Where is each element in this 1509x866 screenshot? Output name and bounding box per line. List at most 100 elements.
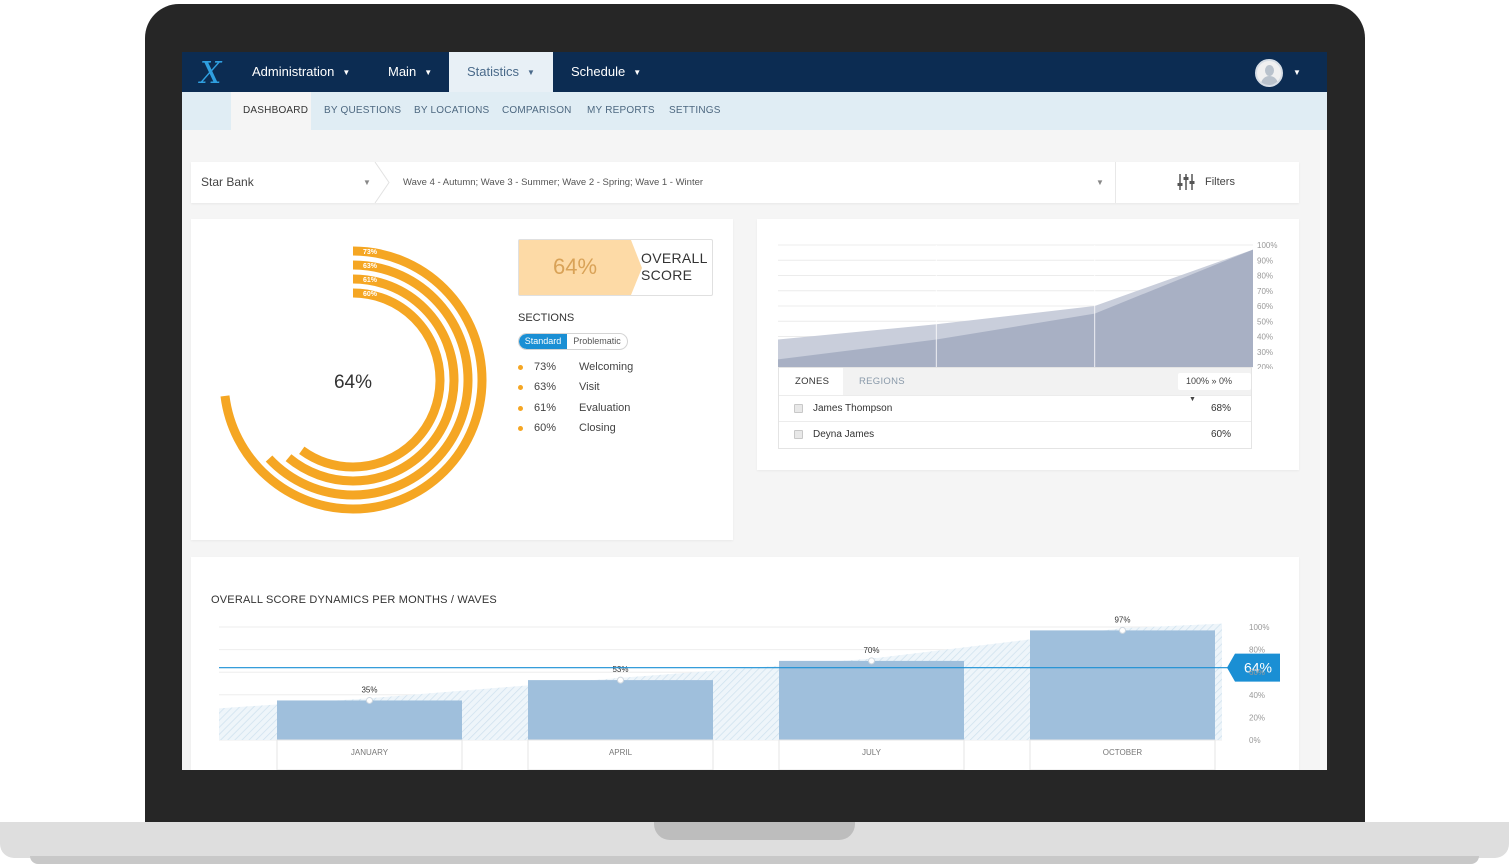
nav-item-label: Schedule (571, 64, 626, 79)
overall-score-value-box (519, 240, 631, 295)
trend-area (219, 623, 1222, 740)
bank-select[interactable]: Star Bank ▼ (191, 162, 379, 203)
zone-name: James Thompson (813, 403, 893, 414)
y-tick-label: 90% (1257, 256, 1273, 265)
zone-checkbox[interactable] (794, 430, 803, 439)
zone-name: Deyna James (813, 429, 875, 440)
range-dropdown[interactable]: 100% » 0% ▼ (1178, 373, 1251, 403)
bar[interactable] (528, 680, 713, 740)
y-tick-label: 100% (1249, 623, 1269, 632)
x-tick-label: OCTOBER (1103, 748, 1143, 757)
wave-select[interactable]: Wave 4 - Autumn; Wave 3 - Summer; Wave 2… (386, 162, 1114, 203)
area-series-front (778, 249, 1253, 367)
tab-regions[interactable]: REGIONS (843, 368, 921, 395)
section-name: Closing (579, 422, 616, 434)
avatar-body (1261, 76, 1278, 85)
x-tick-label: APRIL (609, 748, 633, 757)
tab-comparison[interactable]: COMPARISON (502, 105, 572, 116)
tab-dashboard[interactable]: DASHBOARD (231, 92, 311, 130)
bar-value-label: 70% (863, 646, 879, 655)
sub-navigation: DASHBOARD BY QUESTIONS BY LOCATIONS COMP… (182, 92, 1327, 130)
section-ring-label: 61% (363, 277, 378, 284)
y-tick-label: 20% (1249, 713, 1265, 722)
bar[interactable] (779, 660, 964, 740)
nav-item-label: Administration (252, 64, 335, 79)
user-menu-chevron-icon[interactable]: ▼ (1293, 68, 1301, 77)
sliders-icon (1177, 174, 1195, 190)
section-ring (233, 260, 473, 500)
zone-row[interactable]: Deyna James 60% (779, 421, 1251, 447)
chevron-down-icon: ▼ (1096, 178, 1104, 187)
zones-panel: ZONES REGIONS 100% » 0% ▼ James Thompson… (778, 367, 1252, 449)
category-cell (1029, 739, 1216, 770)
y-tick-label: 50% (1257, 317, 1273, 326)
y-tick-label: 70% (1257, 287, 1273, 296)
radial-center-value: 64% (334, 372, 372, 393)
score-dynamics-card: OVERALL SCORE DYNAMICS PER MONTHS / WAVE… (191, 557, 1299, 770)
tab-settings[interactable]: SETTINGS (669, 105, 721, 116)
bank-select-value: Star Bank (201, 175, 254, 189)
section-pct: 63% (534, 381, 557, 393)
chevron-down-icon: ▼ (342, 67, 351, 77)
app-screen: X Administration ▼ Main ▼ Statistics ▼ Sche… (182, 52, 1327, 770)
y-tick-label: 40% (1257, 333, 1273, 342)
section-ring-label: 63% (363, 263, 378, 270)
section-pct: 61% (534, 402, 557, 414)
category-cell (778, 739, 965, 770)
nav-item-statistics[interactable]: Statistics ▼ (449, 52, 553, 92)
tab-by-questions[interactable]: BY QUESTIONS (324, 105, 402, 116)
section-dot-icon (518, 385, 523, 390)
y-tick-label: 80% (1257, 272, 1273, 281)
zone-row[interactable]: James Thompson 68% (779, 395, 1251, 421)
chevron-down-icon: ▼ (424, 67, 433, 77)
nav-item-main[interactable]: Main ▼ (370, 52, 450, 92)
toggle-standard[interactable]: Standard (519, 334, 567, 349)
user-avatar[interactable] (1255, 59, 1283, 87)
range-dropdown-label: 100% » 0% (1186, 376, 1233, 386)
chevron-down-icon: ▼ (633, 67, 642, 77)
section-pct: 60% (534, 422, 557, 434)
top-navigation: X Administration ▼ Main ▼ Statistics ▼ Sche… (182, 52, 1327, 92)
section-ring-label: 60% (363, 291, 378, 298)
zone-checkbox[interactable] (794, 404, 803, 413)
bar[interactable] (1030, 630, 1215, 740)
section-name: Visit (579, 381, 600, 393)
filters-button[interactable]: Filters (1115, 162, 1299, 203)
bar-point (868, 657, 875, 665)
laptop-notch (654, 822, 855, 840)
chevron-down-icon: ▼ (363, 178, 371, 187)
average-badge: 64% (1227, 653, 1280, 682)
sections-title: SECTIONS (518, 312, 575, 324)
overall-score-title-line2: SCORE (641, 267, 693, 283)
overall-score-title-line1: OVERALL (641, 250, 708, 266)
tab-my-reports[interactable]: MY REPORTS (587, 105, 655, 116)
zone-value: 60% (1210, 429, 1231, 440)
wave-select-value: Wave 4 - Autumn; Wave 3 - Summer; Wave 2… (403, 177, 704, 188)
bar-point (1119, 626, 1126, 634)
overall-score-arrow (631, 240, 642, 295)
nav-item-administration[interactable]: Administration ▼ (234, 52, 368, 92)
bar-value-label: 97% (1114, 615, 1130, 624)
section-name: Welcoming (579, 361, 634, 373)
section-ring (219, 246, 487, 514)
section-pct: 73% (534, 361, 557, 373)
tab-zones[interactable]: ZONES (779, 368, 846, 395)
y-tick-label: 60% (1257, 302, 1273, 311)
y-tick-label: 20% (1257, 363, 1273, 369)
area-chart: 100% 90% 80% 70% 60% 50% 40% 30% 20% (778, 241, 1277, 369)
y-tick-label: 40% (1249, 691, 1265, 700)
x-tick-label: JULY (862, 748, 882, 757)
toggle-problematic[interactable]: Problematic (573, 336, 621, 346)
nav-item-schedule[interactable]: Schedule ▼ (553, 52, 659, 92)
filters-label: Filters (1205, 176, 1235, 188)
chevron-down-icon: ▼ (1189, 396, 1196, 403)
bar[interactable] (277, 700, 462, 740)
tab-by-locations[interactable]: BY LOCATIONS (414, 105, 490, 116)
app-logo[interactable]: X (200, 56, 222, 91)
section-dot-icon (518, 406, 523, 411)
bar-point (366, 696, 373, 704)
bar-point (617, 676, 624, 684)
nav-item-label: Main (388, 64, 417, 79)
section-dot-icon (518, 426, 523, 431)
average-badge-shape (1227, 653, 1280, 682)
